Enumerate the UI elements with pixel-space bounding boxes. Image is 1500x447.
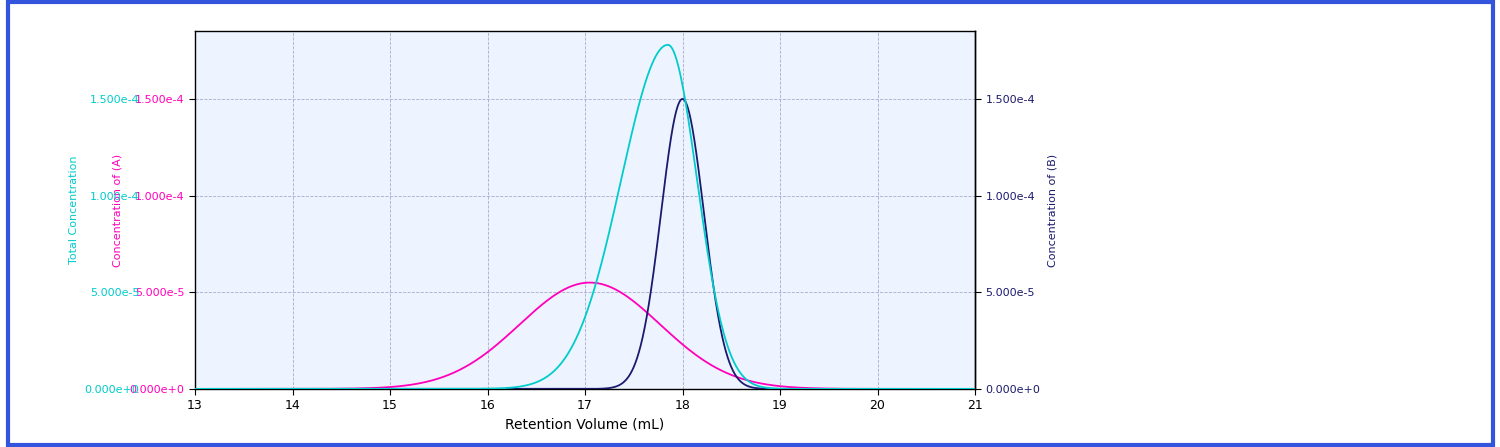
- Y-axis label: Concentration of (B): Concentration of (B): [1047, 153, 1058, 267]
- Y-axis label: Total Concentration: Total Concentration: [69, 156, 80, 264]
- X-axis label: Retention Volume (mL): Retention Volume (mL): [506, 418, 664, 432]
- Y-axis label: Concentration of (A): Concentration of (A): [112, 153, 123, 267]
